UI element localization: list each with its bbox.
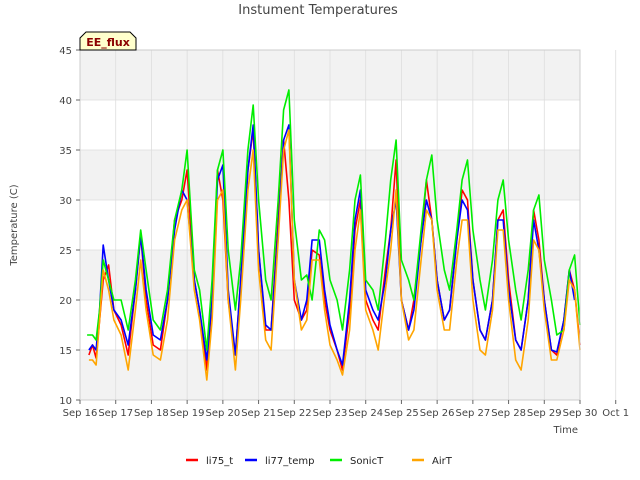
x-tick-label: Sep 28 (491, 408, 526, 419)
y-tick-label: 30 (59, 196, 72, 207)
x-tick-label: Oct 1 (602, 408, 629, 419)
x-tick-label: Sep 19 (170, 408, 205, 419)
plot-area (79, 49, 617, 401)
y-tick-label: 20 (59, 296, 72, 307)
y-tick-label: 40 (59, 96, 72, 107)
y-axis-label: Temperature (C) (9, 184, 20, 266)
x-tick-label: Sep 22 (277, 408, 312, 419)
legend-label-li77_temp: li77_temp (265, 456, 314, 467)
legend: li75_t li77_temp SonicT AirT (186, 456, 453, 467)
legend-label-AirT: AirT (432, 456, 453, 467)
series-line-AirT (88, 129, 581, 381)
x-tick-label: Sep 27 (455, 408, 490, 419)
chart-title: Instument Temperatures (238, 3, 398, 18)
y-axis-ticks: 10 15 20 25 30 35 40 45 (59, 46, 80, 407)
x-axis-label: Time (553, 425, 578, 436)
y-tick-label: 45 (59, 46, 72, 57)
x-tick-label: Sep 17 (98, 408, 133, 419)
x-tick-label: Sep 29 (527, 408, 562, 419)
badge-shape (79, 31, 137, 51)
x-tick-label: Sep 23 (313, 408, 348, 419)
x-tick-label: Sep 16 (63, 408, 98, 419)
legend-label-li75_t: li75_t (206, 456, 233, 467)
x-tick-label: Sep 26 (420, 408, 455, 419)
x-axis-ticks: Sep 16 Sep 17 Sep 18 Sep 19 Sep 20 Sep 21 Sep … (63, 400, 629, 419)
series-lines (87, 89, 581, 381)
x-tick-label: Sep 30 (563, 408, 598, 419)
y-tick-label: 15 (59, 346, 72, 357)
series-line-SonicT (87, 89, 581, 351)
badge-label: EE_flux (86, 36, 130, 49)
y-tick-label: 25 (59, 246, 72, 257)
y-tick-label: 35 (59, 146, 72, 157)
x-tick-label: Sep 20 (205, 408, 240, 419)
ee-flux-badge: EE_flux (79, 31, 137, 51)
x-tick-label: Sep 21 (241, 408, 276, 419)
x-tick-label: Sep 25 (384, 408, 419, 419)
y-tick-label: 10 (59, 396, 72, 407)
x-tick-label: Sep 18 (134, 408, 169, 419)
legend-label-SonicT: SonicT (350, 456, 384, 467)
x-tick-label: Sep 24 (348, 408, 383, 419)
